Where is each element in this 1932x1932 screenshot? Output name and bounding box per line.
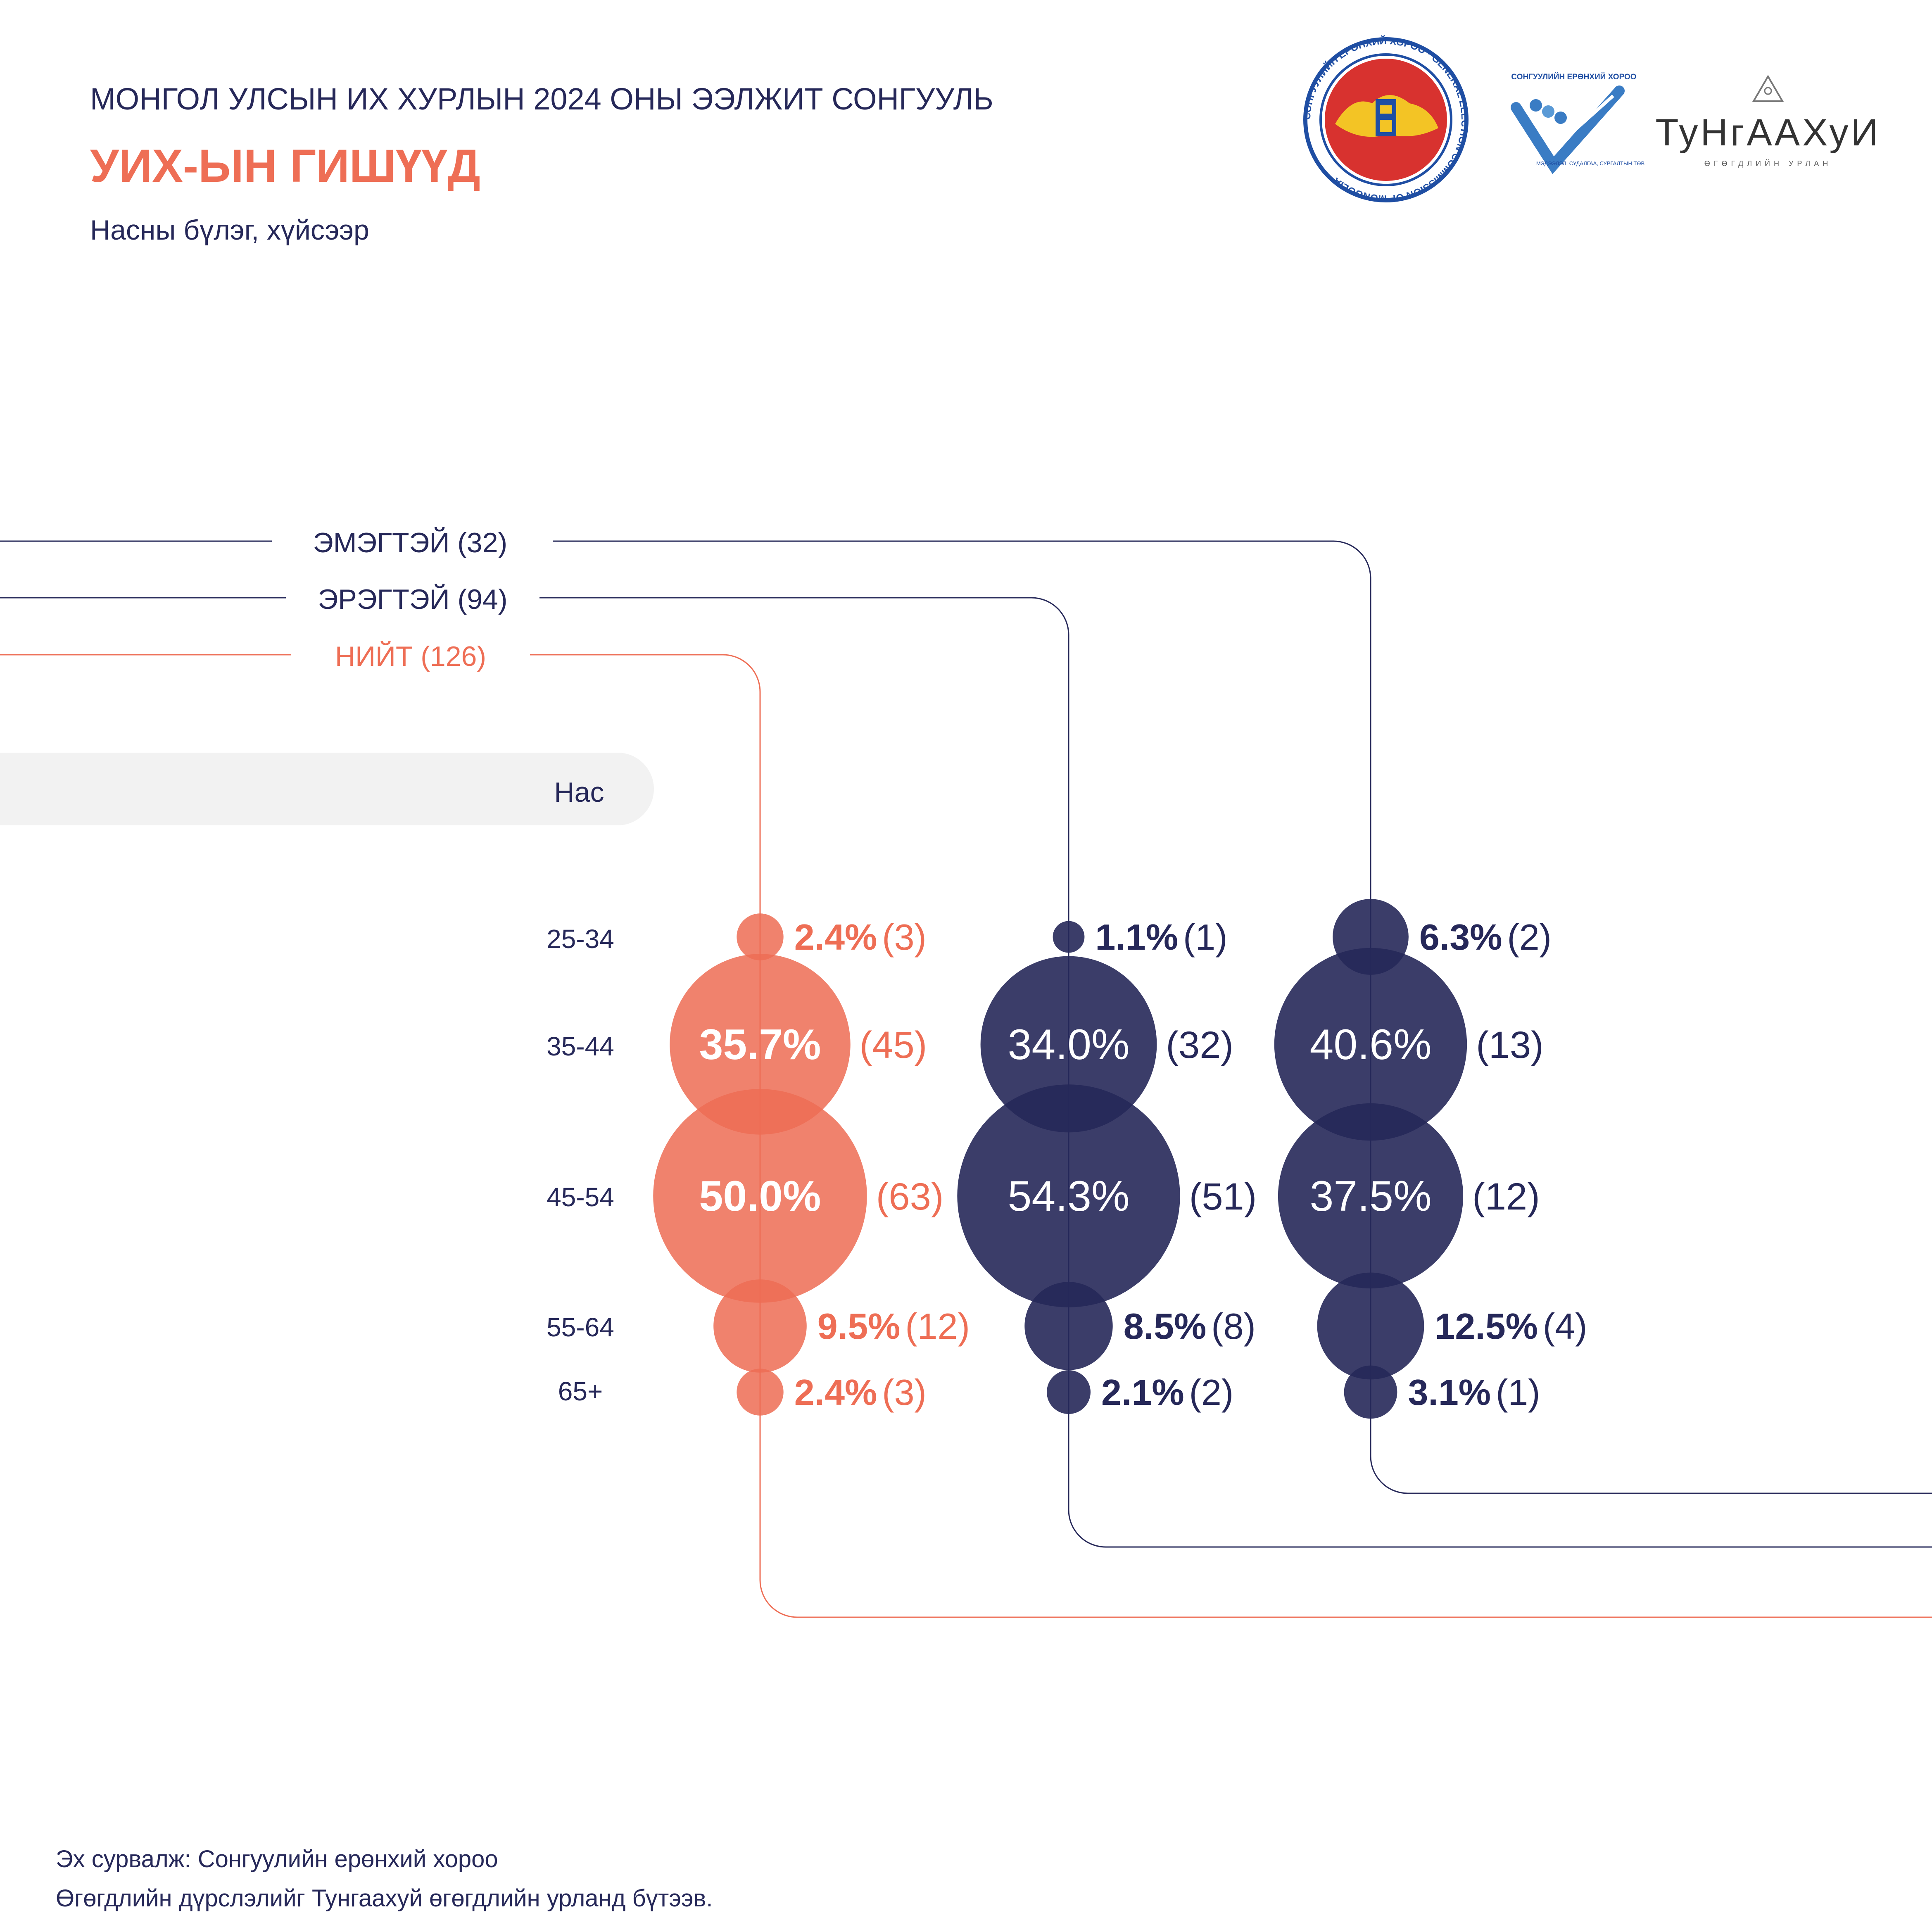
value-label-total: 2.4% — [794, 917, 877, 958]
count-label-male: (8) — [1211, 1306, 1256, 1347]
count-label-male: (2) — [1189, 1372, 1234, 1413]
bubble-female-35-44 — [1274, 948, 1467, 1141]
bubble-total-25-34 — [737, 913, 784, 960]
bubble-female-55-64 — [1317, 1272, 1424, 1380]
age-label: 45-54 — [547, 1182, 614, 1212]
value-label-male: 54.3% — [1008, 1172, 1130, 1220]
age-axis-band — [0, 753, 654, 825]
value-label-female: 12.5% — [1435, 1306, 1538, 1347]
count-label-total: (63) — [876, 1176, 944, 1218]
legend-total: НИЙТ (126) — [335, 640, 486, 672]
age-label: 65+ — [558, 1376, 603, 1406]
bubble-male-35-44 — [980, 956, 1157, 1133]
value-label-male: 2.1% — [1101, 1372, 1184, 1413]
legend-male: ЭРЭГТЭЙ (94) — [318, 583, 507, 615]
count-label-male: (51) — [1189, 1176, 1257, 1218]
count-label-female: (1) — [1496, 1372, 1540, 1413]
source-note: Эх сурвалж: Сонгуулийн ерөнхий хороо — [56, 1846, 498, 1873]
count-label-female: (13) — [1476, 1024, 1544, 1066]
bubble-total-65+ — [737, 1369, 784, 1416]
bubble-female-45-54 — [1278, 1103, 1464, 1289]
age-axis-label: Нас — [554, 777, 604, 808]
training-center-logo: СОНГУУЛИЙН ЕРӨНХИЙ ХОРОО МЭДЭЭЛЭЛ, СУДАЛ… — [1511, 72, 1644, 174]
count-label-male: (32) — [1166, 1024, 1233, 1066]
supertitle: МОНГОЛ УЛСЫН ИХ ХУРЛЫН 2024 ОНЫ ЭЭЛЖИТ С… — [90, 82, 993, 116]
bubble-male-25-34 — [1053, 921, 1085, 953]
count-label-total: (3) — [882, 917, 927, 958]
value-label-male: 34.0% — [1008, 1021, 1130, 1069]
legend-female: ЭМЭГТЭЙ (32) — [313, 527, 507, 558]
count-label-total: (45) — [860, 1024, 927, 1066]
value-label-total: 35.7% — [699, 1021, 821, 1069]
count-label-female: (4) — [1543, 1306, 1587, 1347]
value-label-female: 40.6% — [1310, 1021, 1432, 1069]
value-label-female: 3.1% — [1408, 1372, 1491, 1413]
tungaakhui-logo: ТуНгААХуИ ӨГӨГДЛИЙН УРЛАН — [1655, 75, 1880, 168]
bubble-male-45-54 — [957, 1084, 1180, 1307]
training-center-logo-bottom: МЭДЭЭЛЭЛ, СУДАЛГАА, СУРГАЛТЫН ТӨВ — [1536, 160, 1644, 166]
bubbles: 2.4% (3)35.7% (45)50.0% (63)9.5% (12)2.4% (3)… — [653, 899, 1587, 1419]
tungaakhui-tagline: ӨГӨГДЛИЙН УРЛАН — [1704, 159, 1832, 168]
value-label-female: 37.5% — [1310, 1172, 1432, 1220]
value-label-total: 9.5% — [817, 1306, 901, 1347]
count-label-total: (3) — [882, 1372, 927, 1413]
count-label-female: (12) — [1472, 1176, 1540, 1218]
bubble-male-65+ — [1047, 1370, 1091, 1414]
gec-logo: СОНГУУЛИЙН ЕРӨНХИЙ ХОРОО · GENERAL ELECT… — [1302, 35, 1470, 204]
bubble-total-45-54 — [653, 1089, 867, 1303]
value-label-female: 6.3% — [1419, 917, 1502, 958]
count-label-female: (2) — [1507, 917, 1552, 958]
bubble-total-35-44 — [670, 954, 851, 1135]
legend-and-connectors: ЭМЭГТЭЙ (32) ЭРЭГТЭЙ (94) НИЙТ (126) — [0, 527, 1932, 1618]
page-title: УИХ-ЫН ГИШҮҮД — [90, 140, 480, 192]
credit-note: Өгөгдлийн дүрслэлийг Тунгаахуй өгөгдлийн… — [56, 1885, 713, 1912]
value-label-male: 1.1% — [1095, 917, 1178, 958]
age-labels: 25-34 35-44 45-54 55-64 65+ — [547, 924, 614, 1406]
bubble-male-55-64 — [1024, 1282, 1113, 1370]
page-subtitle: Насны бүлэг, хүйсээр — [90, 214, 369, 246]
age-label: 35-44 — [547, 1031, 614, 1061]
training-center-logo-top: СОНГУУЛИЙН ЕРӨНХИЙ ХОРОО — [1511, 72, 1636, 81]
value-label-total: 2.4% — [794, 1372, 877, 1413]
count-label-total: (12) — [905, 1306, 970, 1347]
count-label-male: (1) — [1183, 917, 1228, 958]
value-label-total: 50.0% — [699, 1172, 821, 1220]
age-label: 55-64 — [547, 1312, 614, 1342]
bubble-female-65+ — [1344, 1365, 1397, 1419]
age-label: 25-34 — [547, 924, 614, 954]
value-label-male: 8.5% — [1124, 1306, 1207, 1347]
connector-male — [0, 597, 1932, 1548]
connector-female — [0, 540, 1932, 1494]
bubble-total-55-64 — [713, 1279, 807, 1373]
tungaakhui-name: ТуНгААХуИ — [1655, 112, 1880, 154]
